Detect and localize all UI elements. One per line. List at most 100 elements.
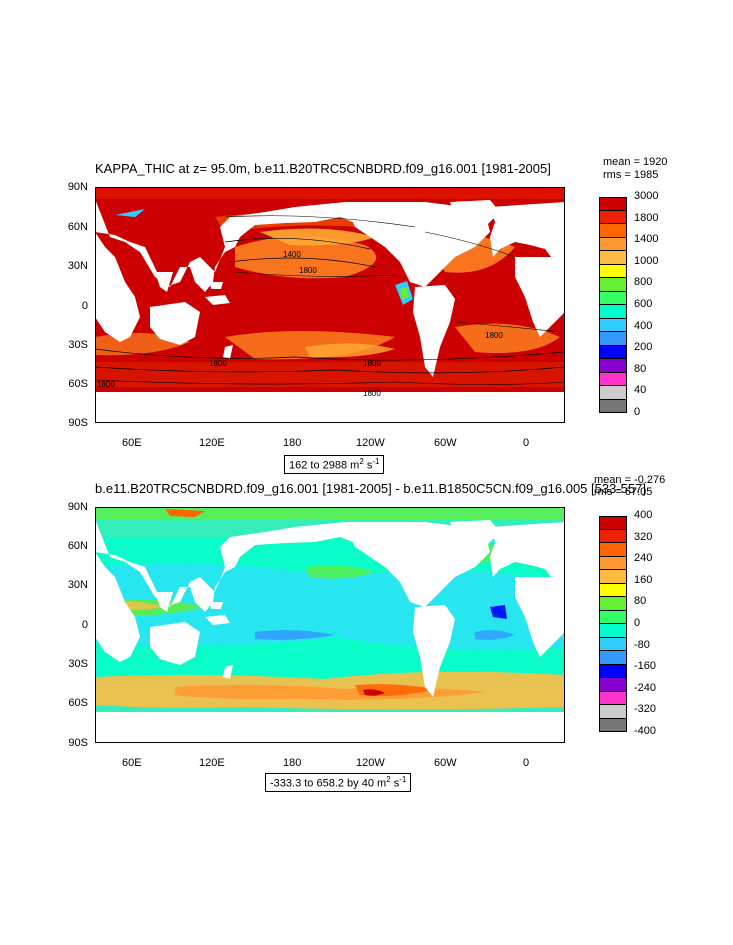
panel1-map-frame — [95, 187, 565, 423]
lat-tick: 60S — [68, 378, 88, 390]
lon-tick: 60W — [434, 757, 457, 769]
lon-tick: 180 — [283, 437, 302, 449]
lat-tick: 0 — [81, 300, 88, 312]
colorbar-swatch — [599, 332, 627, 346]
colorbar-swatch — [599, 691, 627, 705]
colorbar-label: 0 — [634, 617, 641, 629]
colorbar-label: 600 — [634, 298, 653, 310]
colorbar-swatch — [599, 197, 627, 211]
colorbar-swatch — [599, 251, 627, 265]
colorbar-swatch — [599, 570, 627, 584]
contour-label: 1400 — [283, 250, 301, 259]
colorbar-swatch — [599, 705, 627, 719]
colorbar-swatch — [599, 305, 627, 319]
lon-tick: 120E — [199, 437, 225, 449]
colorbar-swatch — [599, 718, 627, 732]
lat-tick: 60N — [67, 221, 88, 233]
contour-label: 1800 — [209, 359, 227, 368]
panel2-range-box: -333.3 to 658.2 by 40 m2 s-1 — [265, 773, 412, 792]
colorbar-label: 200 — [634, 341, 653, 354]
colorbar-label: -160 — [634, 660, 657, 673]
lat-tick: 0 — [81, 619, 88, 631]
lat-tick: 60S — [68, 697, 88, 709]
panel2-title: b.e11.B20TRC5CNBDRD.f09_g16.001 [1981-20… — [95, 481, 646, 496]
lat-tick: 90N — [67, 181, 88, 193]
colorbar-label: -80 — [634, 638, 650, 651]
colorbar-label: 0 — [634, 406, 641, 418]
colorbar-swatch — [599, 359, 627, 373]
lat-tick: 90S — [68, 737, 88, 749]
colorbar-swatch — [599, 543, 627, 557]
lat-tick: 30S — [68, 339, 88, 351]
colorbar-label: -240 — [634, 681, 657, 694]
colorbar-swatch — [599, 386, 627, 400]
colorbar-label: -400 — [634, 725, 657, 737]
colorbar-swatch — [599, 224, 627, 238]
contour-label: 1800 — [363, 359, 381, 368]
colorbar-swatch — [599, 210, 627, 224]
panel2-colorbar — [599, 516, 627, 732]
lon-tick: 60E — [122, 437, 142, 449]
panel1-rms: rms = 1985 — [603, 169, 659, 181]
panel1-mean: mean = 1920 — [603, 156, 668, 168]
lat-tick: 30N — [67, 579, 88, 591]
colorbar-label: -320 — [634, 703, 657, 716]
contour-label: 1800 — [363, 389, 381, 398]
range-mid: s — [363, 459, 373, 472]
panel2-map-svg — [95, 507, 565, 743]
colorbar-swatch — [599, 597, 627, 611]
colorbar-swatch — [599, 237, 627, 251]
colorbar-swatch — [599, 399, 627, 413]
colorbar-swatch — [599, 345, 627, 359]
colorbar-swatch — [599, 291, 627, 305]
colorbar-swatch — [599, 678, 627, 692]
panel1-map-svg — [94, 187, 566, 423]
contour-label: 1800 — [299, 266, 317, 275]
colorbar-swatch — [599, 264, 627, 278]
colorbar-swatch — [599, 372, 627, 386]
lon-tick: 60E — [122, 757, 142, 769]
colorbar-swatch — [599, 516, 627, 530]
range-text: 162 to 2988 m — [289, 459, 360, 472]
colorbar-label: 160 — [634, 573, 653, 586]
colorbar-label: 320 — [634, 530, 653, 543]
colorbar-swatch — [599, 651, 627, 665]
colorbar-label: 1800 — [634, 211, 659, 224]
panel1-map: 1400 1800 1800 1800 1800 1800 1800 — [94, 187, 566, 423]
colorbar-label: 240 — [634, 552, 653, 565]
panel2-rms: rms = 67.05 — [594, 486, 653, 498]
colorbar-label: 400 — [634, 509, 653, 521]
colorbar-label: 400 — [634, 319, 653, 332]
colorbar-swatch — [599, 624, 627, 638]
colorbar-swatch — [599, 610, 627, 624]
colorbar-swatch — [599, 664, 627, 678]
colorbar-swatch — [599, 637, 627, 651]
lat-tick: 90N — [67, 501, 88, 513]
panel1-colorbar-labels: 3000 1800 1400 1000 800 600 400 200 80 40 0 — [634, 190, 694, 418]
contour-label: 1800 — [485, 331, 503, 340]
colorbar-label: 3000 — [634, 190, 659, 202]
range-mid: s — [390, 777, 400, 790]
range-sup: -1 — [399, 775, 407, 784]
panel2-map-frame — [95, 507, 565, 743]
colorbar-label: 800 — [634, 276, 653, 289]
panel1-range-box: 162 to 2988 m2 s-1 — [284, 455, 385, 474]
range-text: -333.3 to 658.2 by 40 m — [270, 777, 387, 790]
colorbar-label: 80 — [634, 595, 647, 608]
lon-tick: 180 — [283, 757, 302, 769]
colorbar-label: 1400 — [634, 233, 659, 246]
colorbar-label: 80 — [634, 362, 647, 375]
panel1-colorbar — [599, 197, 627, 413]
panel2-colorbar-labels: 400 320 240 160 80 0 -80 -160 -240 -320 -400 — [634, 509, 694, 737]
contour-label: 1800 — [97, 380, 115, 389]
colorbar-swatch — [599, 556, 627, 570]
lon-tick: 60W — [434, 437, 457, 449]
lon-tick: 120E — [199, 757, 225, 769]
panel2-mean: mean = -0.276 — [594, 474, 666, 486]
range-sup: 2 — [386, 775, 391, 784]
lon-tick: 0 — [523, 757, 530, 769]
lon-tick: 120W — [356, 437, 385, 449]
colorbar-swatch — [599, 529, 627, 543]
range-sup: -1 — [372, 457, 380, 466]
colorbar-label: 1000 — [634, 254, 659, 267]
